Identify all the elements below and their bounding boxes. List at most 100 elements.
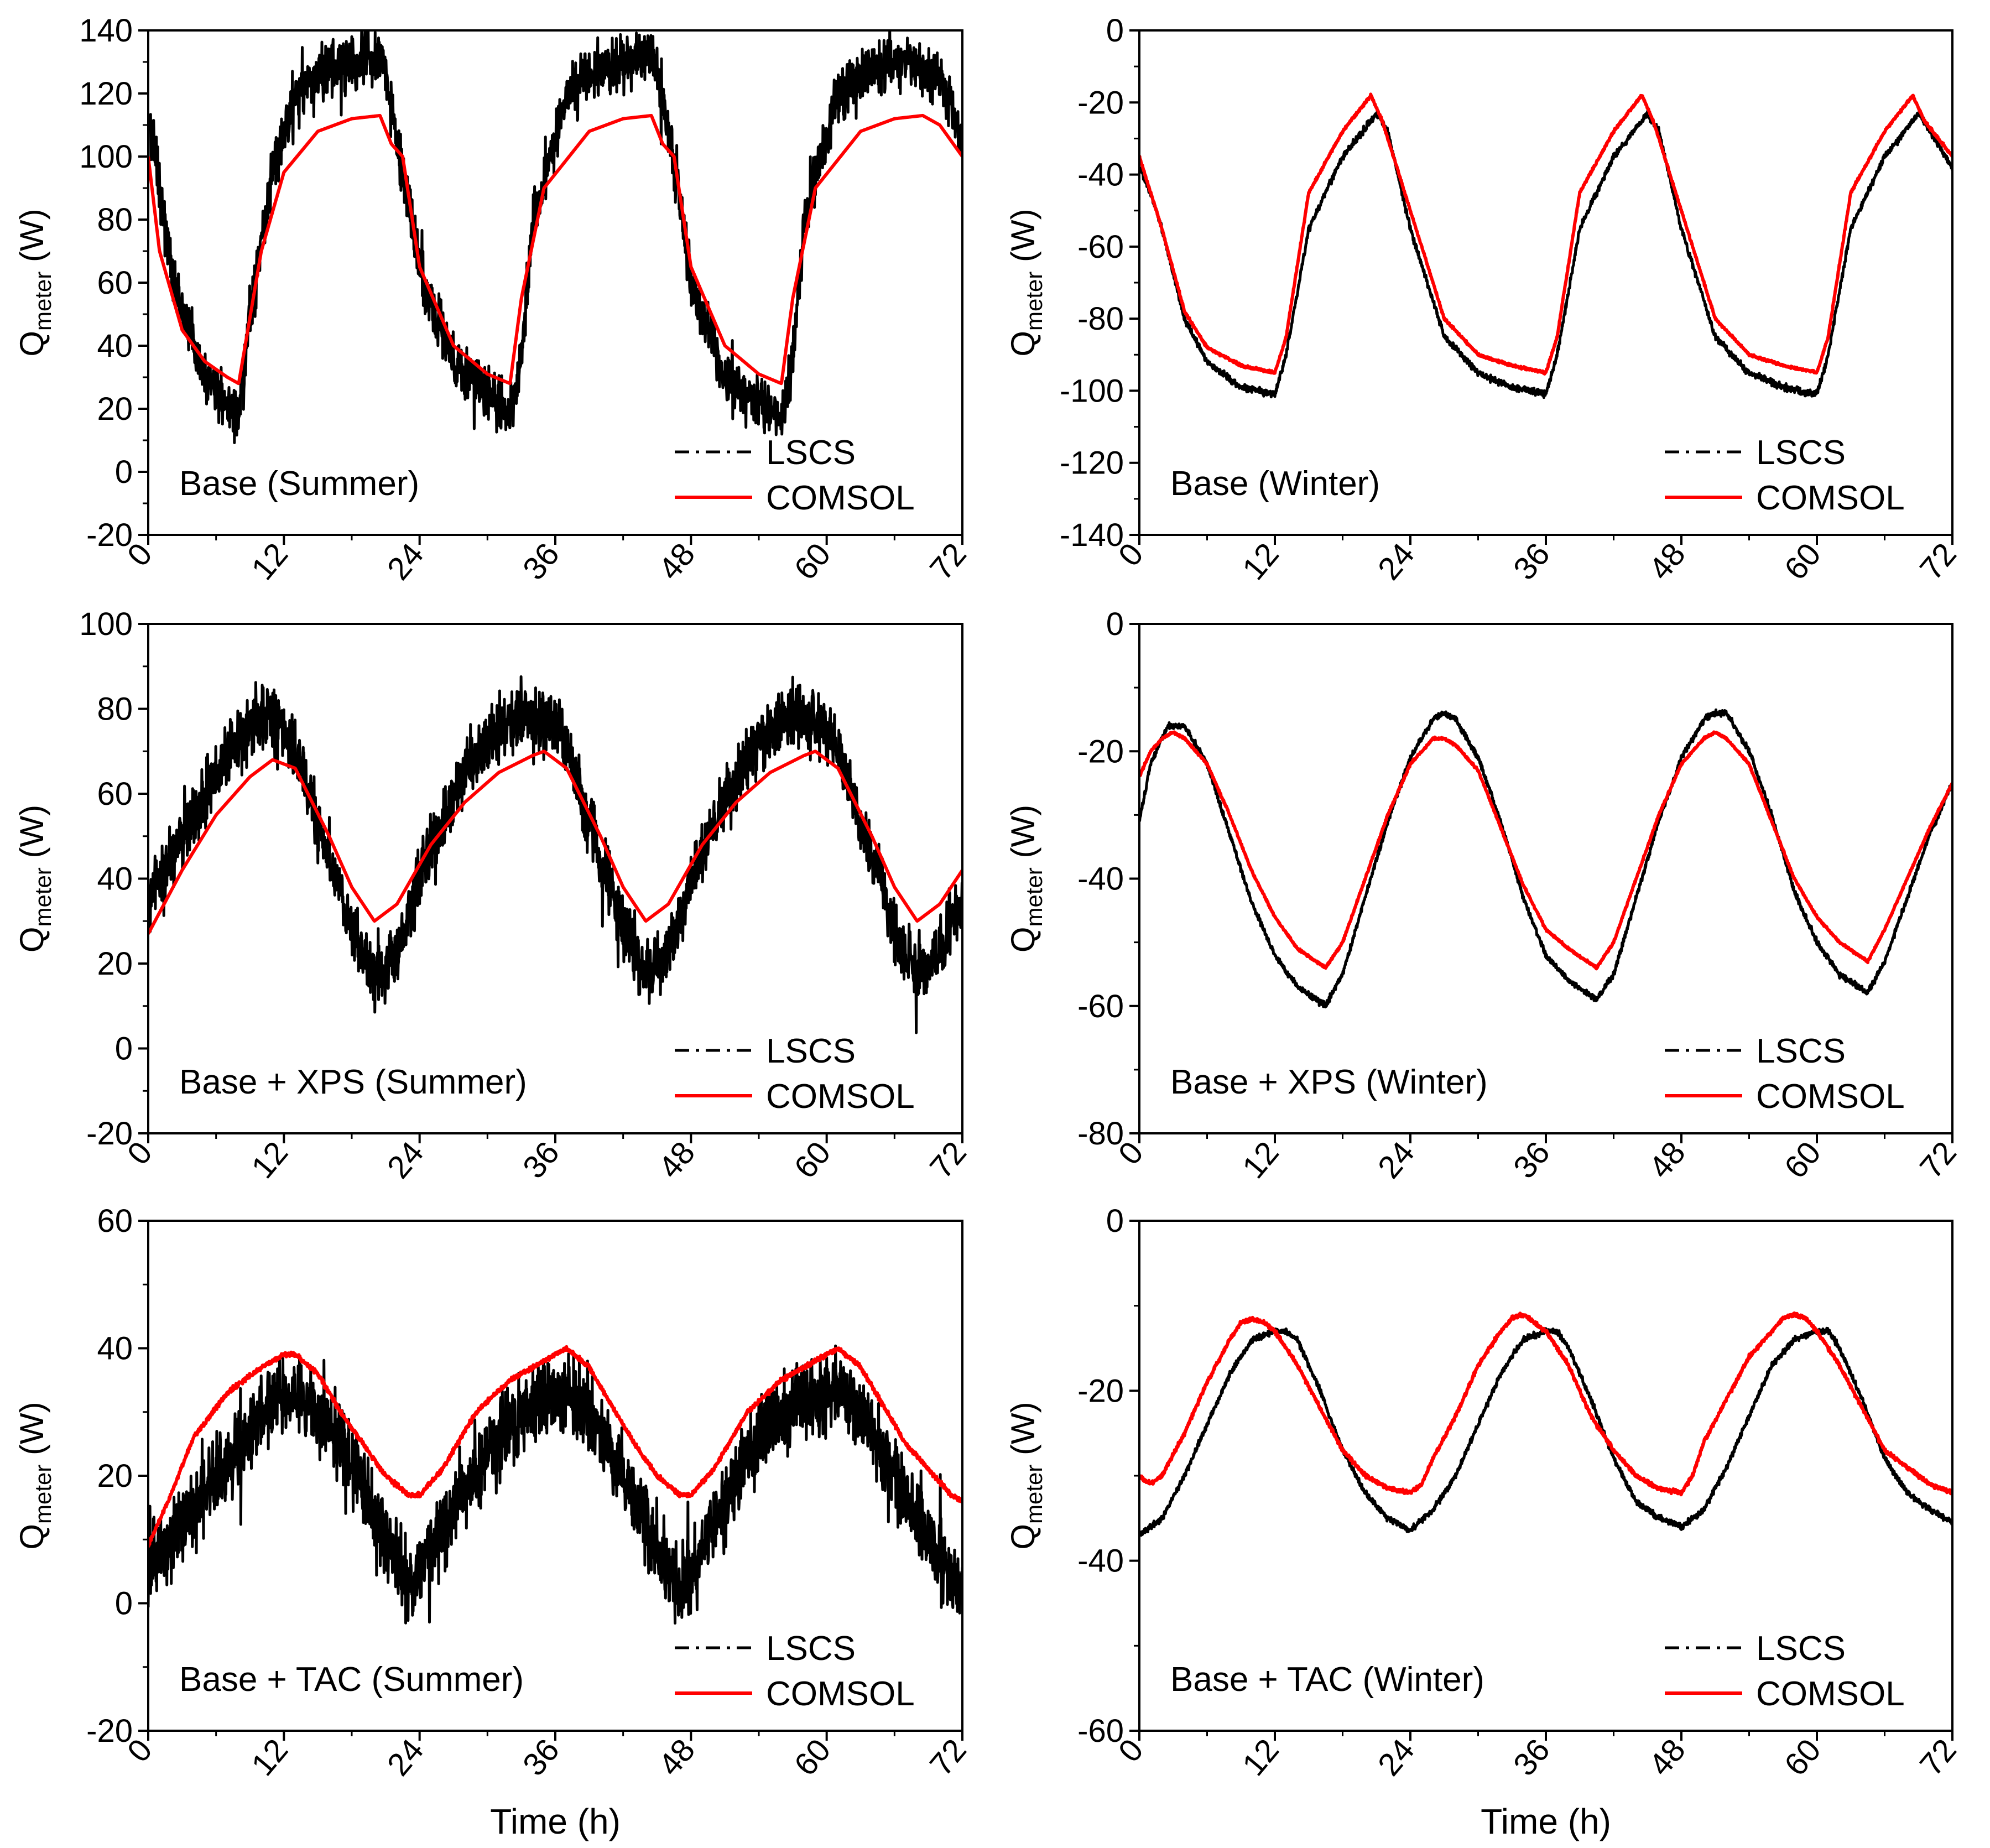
y-tick-label: 140 (79, 13, 133, 49)
series-line-lscs (148, 1344, 962, 1625)
y-tick-label: 100 (79, 139, 133, 175)
series-line-comsol (1139, 730, 1952, 971)
y-tick-label: -20 (86, 517, 133, 553)
x-tick-label: 72 (1913, 1732, 1963, 1783)
legend-label-lscs: LSCS (766, 434, 856, 472)
x-tick-label: 12 (244, 1732, 295, 1783)
y-tick-label: 80 (97, 691, 133, 727)
legend-label-comsol: COMSOL (766, 1675, 915, 1713)
y-tick-label: 0 (1106, 13, 1124, 49)
x-tick-label: 36 (1507, 1732, 1557, 1783)
x-tick-label: 24 (380, 537, 430, 587)
x-tick-label: 72 (1913, 1135, 1963, 1185)
series-line-lscs (1139, 110, 1952, 399)
series-line-lscs (1139, 708, 1952, 1009)
y-axis-label-main: Q (1004, 926, 1041, 952)
y-tick-label: 40 (97, 1331, 133, 1367)
x-tick-label: 24 (380, 1732, 430, 1783)
y-tick-label: 100 (79, 606, 133, 642)
y-tick-label: -60 (1077, 229, 1124, 265)
y-axis-label: Qmeter (W) (1004, 1402, 1047, 1549)
x-axis-label: Time (h) (490, 1802, 621, 1841)
series-line-lscs (148, 675, 962, 1034)
y-axis-label-main: Q (13, 1524, 50, 1550)
x-tick-label: 72 (923, 537, 973, 587)
y-axis-label-unit: (W) (13, 1402, 50, 1464)
y-axis-label-unit: (W) (13, 209, 50, 271)
panel-title: Base + TAC (Winter) (1170, 1660, 1484, 1699)
y-axis-label-sub: meter (1021, 272, 1047, 331)
y-axis-label-sub: meter (1021, 1465, 1047, 1524)
x-tick-label: 36 (516, 1732, 566, 1783)
y-axis-label-sub: meter (30, 867, 56, 926)
x-tick-label: 60 (787, 1135, 837, 1185)
x-tick-label: 12 (1236, 537, 1286, 587)
legend-label-comsol: COMSOL (766, 479, 915, 517)
y-tick-label: -100 (1060, 373, 1124, 409)
y-axis-label-sub: meter (30, 272, 56, 331)
x-tick-label: 24 (1371, 1135, 1421, 1185)
y-axis-label-main: Q (13, 926, 50, 952)
y-axis-label-unit: (W) (1004, 805, 1041, 867)
y-tick-label: 40 (97, 328, 133, 364)
x-tick-label: 12 (1236, 1135, 1286, 1185)
y-axis-label-main: Q (1004, 1524, 1041, 1550)
x-tick-label: 60 (1778, 1732, 1828, 1783)
legend-label-lscs: LSCS (1756, 1032, 1846, 1070)
y-tick-label: -120 (1060, 445, 1124, 481)
x-tick-label: 36 (516, 537, 566, 587)
x-tick-label: 72 (1913, 537, 1963, 587)
y-tick-label: 20 (97, 946, 133, 982)
panel-title: Base (Winter) (1170, 465, 1380, 503)
x-tick-label: 24 (1371, 537, 1421, 587)
x-tick-label: 48 (1642, 1732, 1692, 1783)
legend-label-lscs: LSCS (1756, 434, 1846, 472)
y-tick-label: -140 (1060, 517, 1124, 553)
legend-label-comsol: COMSOL (766, 1077, 915, 1116)
y-tick-label: 60 (97, 1203, 133, 1239)
panel-title: Base (Summer) (179, 465, 419, 503)
series-line-comsol (1139, 92, 1952, 376)
y-tick-label: 0 (1106, 1203, 1124, 1239)
series-line-comsol (148, 113, 962, 386)
series-line-lscs (148, 30, 962, 444)
x-tick-label: 60 (787, 1732, 837, 1783)
series-line-comsol (1139, 1311, 1952, 1497)
y-axis-label-sub: meter (30, 1465, 56, 1524)
y-axis-label-main: Q (1004, 331, 1041, 357)
legend-label-comsol: COMSOL (1756, 1675, 1905, 1713)
x-tick-label: 12 (1236, 1732, 1286, 1783)
series-line-lscs (1139, 1326, 1952, 1537)
x-axis-label: Time (h) (1481, 1802, 1611, 1841)
series-line-comsol (148, 1345, 962, 1548)
legend-label-lscs: LSCS (1756, 1630, 1846, 1668)
y-tick-label: 20 (97, 1458, 133, 1494)
x-tick-label: 36 (1507, 537, 1557, 587)
y-axis-label: Qmeter (W) (1004, 209, 1047, 356)
y-axis-label-sub: meter (1021, 867, 1047, 926)
x-tick-label: 48 (1642, 537, 1692, 587)
x-tick-label: 60 (1778, 537, 1828, 587)
series-line-comsol (148, 749, 962, 935)
y-axis-label-unit: (W) (1004, 209, 1041, 271)
y-tick-label: 60 (97, 776, 133, 812)
x-tick-label: 24 (380, 1135, 430, 1185)
x-tick-label: 24 (1371, 1732, 1421, 1783)
x-tick-label: 72 (923, 1135, 973, 1185)
x-tick-label: 36 (516, 1135, 566, 1185)
y-axis-label-unit: (W) (13, 805, 50, 867)
x-tick-label: 48 (652, 537, 702, 587)
y-tick-label: 60 (97, 265, 133, 301)
y-tick-label: -40 (1077, 1543, 1124, 1579)
y-axis-label: Qmeter (W) (1004, 805, 1047, 952)
x-tick-label: 48 (652, 1135, 702, 1185)
y-tick-label: -20 (86, 1116, 133, 1152)
y-axis-label-unit: (W) (1004, 1402, 1041, 1464)
y-tick-label: -80 (1077, 1116, 1124, 1152)
y-tick-label: 120 (79, 76, 133, 112)
